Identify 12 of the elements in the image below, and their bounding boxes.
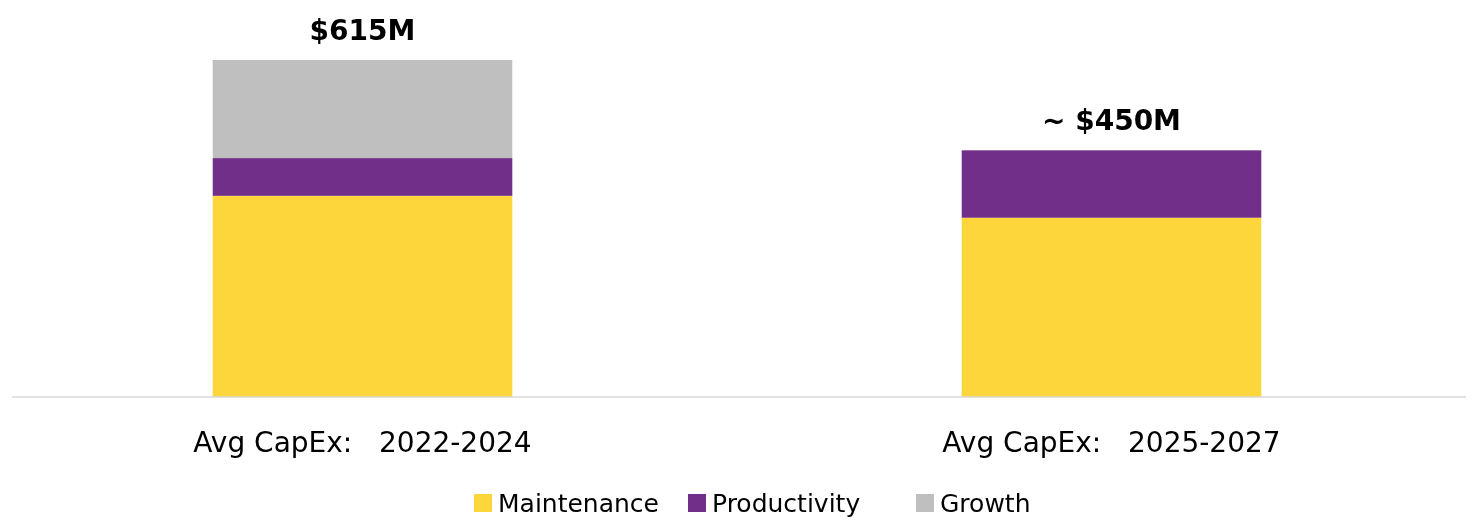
bar [961, 150, 1262, 218]
annotation: $615M [309, 14, 416, 47]
x-tick-label: Avg CapEx: 2025-2027 [942, 426, 1281, 459]
annotation: ~ $450M [1041, 104, 1182, 138]
legend-label: Growth [940, 489, 1031, 518]
bar [212, 195, 513, 397]
bar [212, 158, 513, 196]
legend-label: Productivity [712, 489, 861, 518]
x-tick-label: Avg CapEx: 2022-2024 [193, 426, 532, 459]
bar [212, 60, 513, 159]
legend-label: Maintenance [498, 489, 659, 518]
bar [961, 217, 1262, 397]
